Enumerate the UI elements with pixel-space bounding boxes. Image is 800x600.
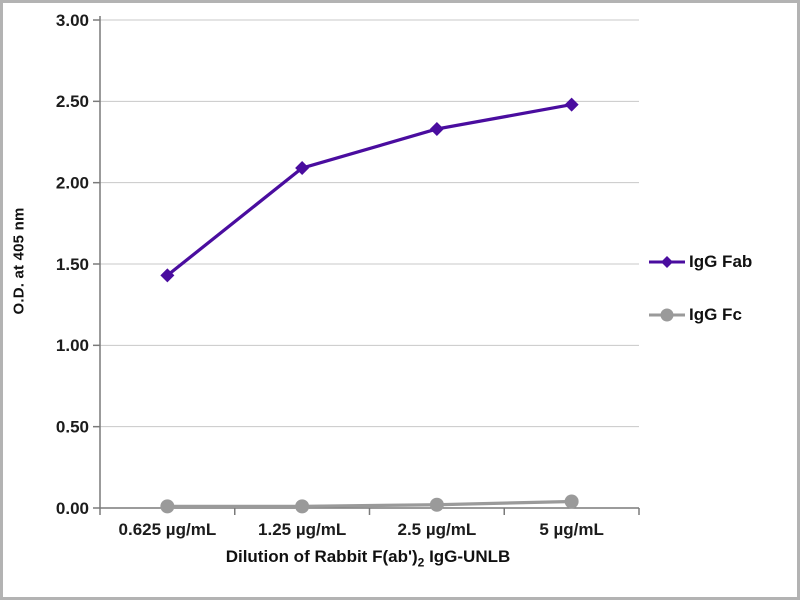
y-tick-label: 2.00 (56, 173, 89, 192)
x-tick-label: 0.625 µg/mL (119, 520, 217, 539)
data-point-igg-fc (429, 497, 444, 512)
y-tick-label: 3.00 (56, 11, 89, 30)
plot-area: 0.00 0.50 1.00 1.50 2.00 2.50 3.00 0.625 µg/mL 1… (56, 11, 640, 539)
y-tick-label: 1.00 (56, 336, 89, 355)
data-point-igg-fab (564, 97, 579, 112)
y-tick-label: 0.00 (56, 499, 89, 518)
x-axis-title: Dilution of Rabbit F(ab')2 IgG-UNLB (97, 547, 639, 569)
x-tick-label: 5 µg/mL (539, 520, 604, 539)
data-point-igg-fc (160, 499, 175, 514)
legend-marker-diamond-icon (649, 256, 685, 268)
chart-legend: IgG Fab IgG Fc (649, 252, 753, 324)
x-tick-label: 1.25 µg/mL (258, 520, 346, 539)
data-point-igg-fc (564, 494, 579, 509)
series-line-igg-fab (165, 102, 574, 278)
legend-marker-circle-icon (649, 308, 685, 322)
data-point-igg-fab (295, 161, 310, 176)
data-point-igg-fab (160, 268, 175, 283)
subscript-2: 2 (417, 555, 425, 570)
legend-label: IgG Fab (689, 252, 753, 271)
data-point-igg-fab (429, 121, 444, 136)
legend-label: IgG Fc (689, 305, 742, 324)
x-tick-label: 2.5 µg/mL (397, 520, 476, 539)
y-tick-label: 2.50 (56, 92, 89, 111)
legend-item-igg-fc: IgG Fc (649, 305, 752, 324)
series-line-igg-fc (165, 499, 574, 508)
legend-item-igg-fab: IgG Fab (649, 252, 753, 271)
data-point-igg-fc (295, 499, 310, 514)
y-tick-label: 1.50 (56, 255, 89, 274)
x-axis-title-suffix: IgG-UNLB (424, 547, 511, 566)
y-tick-label: 0.50 (56, 417, 89, 436)
x-axis-title-prefix: Dilution of Rabbit F(ab') (225, 547, 418, 566)
